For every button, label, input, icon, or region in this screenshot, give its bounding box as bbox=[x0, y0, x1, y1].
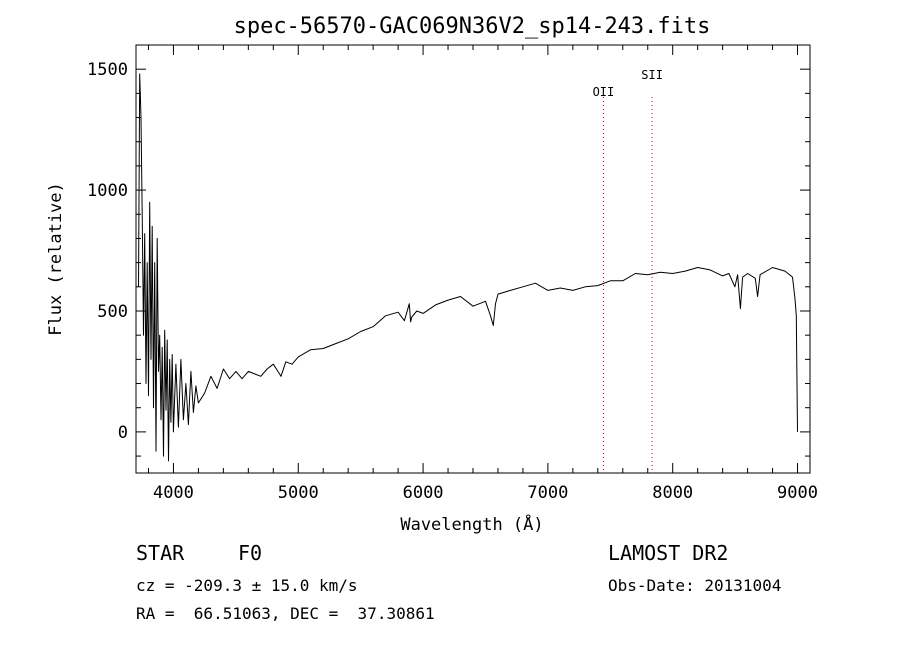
plot-frame bbox=[135, 44, 811, 474]
x-tick-label: 5000 bbox=[278, 483, 319, 503]
chart-title: spec-56570-GAC069N36V2_sp14-243.fits bbox=[234, 14, 711, 39]
y-tick-label: 1000 bbox=[87, 181, 128, 201]
sky-coordinates: RA = 66.51063, DEC = 37.30861 bbox=[136, 604, 435, 623]
x-tick-label: 6000 bbox=[403, 483, 444, 503]
y-tick-labels: 0 500 1000 1500 bbox=[87, 60, 128, 443]
survey-name: LAMOST DR2 bbox=[608, 541, 729, 565]
y-tick-label: 1500 bbox=[87, 60, 128, 80]
axis-ticks bbox=[136, 44, 810, 473]
spectrum-series-line bbox=[138, 73, 798, 462]
x-tick-label: 9000 bbox=[777, 483, 818, 503]
x-tick-label: 4000 bbox=[153, 483, 194, 503]
y-axis-label: Flux (relative) bbox=[46, 182, 66, 336]
emission-line-markers: OII SII bbox=[593, 68, 663, 473]
observation-date: Obs-Date: 20131004 bbox=[608, 576, 782, 595]
redshift-velocity: cz = -209.3 ± 15.0 km/s bbox=[136, 576, 358, 595]
marker-label-sii: SII bbox=[641, 68, 663, 82]
x-tick-label: 8000 bbox=[652, 483, 693, 503]
y-tick-label: 0 bbox=[118, 423, 128, 443]
x-tick-label: 7000 bbox=[527, 483, 568, 503]
spectral-subclass: F0 bbox=[238, 541, 263, 565]
x-axis-label: Wavelength (Å) bbox=[400, 513, 543, 535]
x-tick-labels: 4000 5000 6000 7000 8000 9000 bbox=[153, 483, 818, 503]
marker-label-oii: OII bbox=[593, 85, 615, 99]
y-tick-label: 500 bbox=[97, 302, 128, 322]
object-type: STAR bbox=[136, 541, 185, 565]
